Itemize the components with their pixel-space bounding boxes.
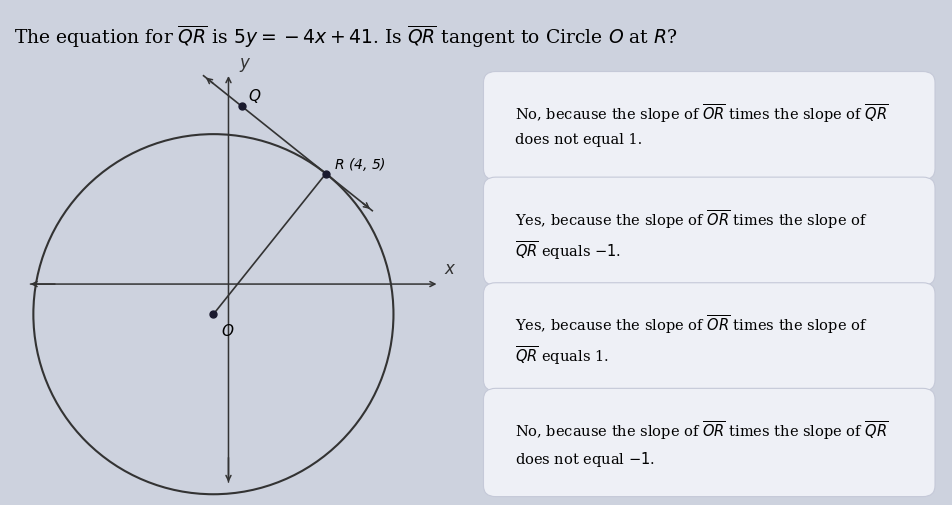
Text: does not equal $-1$.: does not equal $-1$.: [515, 450, 655, 469]
Text: $\overline{QR}$ equals 1.: $\overline{QR}$ equals 1.: [515, 344, 609, 367]
Text: Yes, because the slope of $\overline{OR}$ times the slope of: Yes, because the slope of $\overline{OR}…: [515, 314, 867, 336]
Text: $Q$: $Q$: [248, 87, 261, 105]
Text: $y$: $y$: [239, 56, 251, 74]
Text: $x$: $x$: [445, 260, 457, 278]
Text: Yes, because the slope of $\overline{OR}$ times the slope of: Yes, because the slope of $\overline{OR}…: [515, 208, 867, 231]
FancyBboxPatch shape: [484, 177, 935, 285]
Text: does not equal 1.: does not equal 1.: [515, 133, 643, 147]
FancyBboxPatch shape: [484, 72, 935, 180]
FancyBboxPatch shape: [484, 388, 935, 496]
Text: No, because the slope of $\overline{OR}$ times the slope of $\overline{QR}$: No, because the slope of $\overline{OR}$…: [515, 103, 888, 125]
Text: $\overline{QR}$ equals $-1$.: $\overline{QR}$ equals $-1$.: [515, 239, 621, 262]
Text: $O$: $O$: [222, 323, 235, 339]
Text: No, because the slope of $\overline{OR}$ times the slope of $\overline{QR}$: No, because the slope of $\overline{OR}$…: [515, 419, 888, 442]
Text: The equation for $\overline{QR}$ is $5y = -4x + 41$. Is $\overline{QR}$ tangent : The equation for $\overline{QR}$ is $5y …: [14, 23, 678, 50]
FancyBboxPatch shape: [484, 283, 935, 391]
Text: $R$ (4, 5): $R$ (4, 5): [334, 156, 386, 173]
